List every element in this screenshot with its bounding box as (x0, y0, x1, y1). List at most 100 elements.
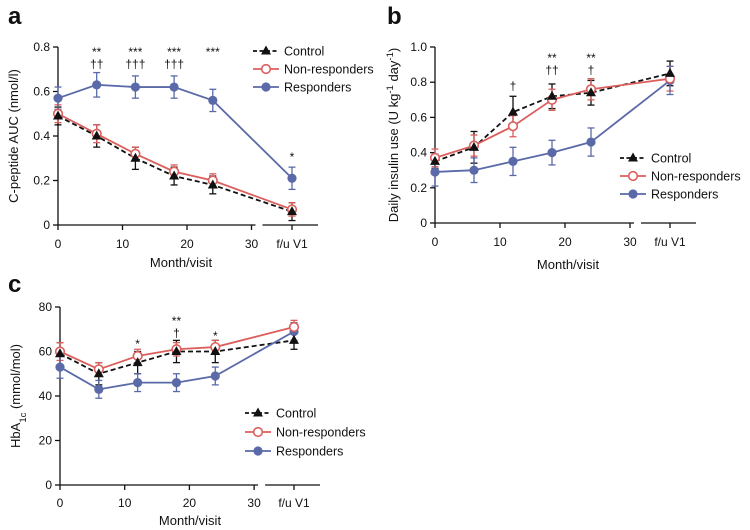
a-control-line (57, 115, 293, 213)
c-y-tick-label: 20 (39, 434, 53, 448)
a-control-point (53, 110, 63, 120)
b-y-axis-label: Daily insulin use (U kg-1 day-1) (385, 48, 402, 222)
c-legend-item-control: Control (245, 407, 316, 421)
c-legend-item-responders: Responders (245, 445, 343, 459)
b-legend: Control Non-responders Responders (620, 152, 741, 202)
b-y-axis-label-part: day (386, 60, 401, 85)
c-control-point (93, 368, 104, 378)
b-control-point (547, 90, 557, 100)
b-responders-point (469, 165, 479, 175)
panel-letter-a: a (8, 3, 22, 30)
b-x-tick-label: 20 (558, 235, 572, 249)
legend-label: Control (284, 45, 324, 59)
c-control-point (210, 346, 221, 355)
c-legend-item-non-responders: Non-responders (245, 426, 366, 440)
a-y-axis-label: C-peptide AUC (nmol/l) (6, 69, 21, 203)
a-significance-mark: ††† (125, 57, 145, 71)
c-y-axis-label-part: HbA (8, 422, 23, 448)
b-significance-mark: †† (545, 63, 558, 77)
c-responders-point (55, 362, 65, 372)
b-responders-point (430, 167, 440, 177)
a-x-tick-label: f/u V1 (276, 237, 308, 251)
a-x-tick-label: 30 (245, 237, 259, 251)
c-y-axis-label-part: 1c (18, 412, 29, 422)
legend-label: Responders (276, 445, 343, 459)
c-x-axis-label: Month/visit (159, 513, 222, 528)
b-y-tick-label: 0.2 (410, 181, 427, 195)
c-control-point (132, 357, 143, 367)
b-significance-mark: † (510, 79, 517, 93)
b-y-axis-label-part: -1 (385, 52, 396, 60)
a-responders-point (130, 82, 140, 92)
c-responders-point (94, 384, 104, 394)
panel-letter-c: c (8, 271, 21, 298)
a-significance-mark: * (290, 150, 295, 164)
a-y-tick-label: 0.6 (33, 85, 50, 99)
b-legend-item-control: Control (620, 152, 691, 166)
b-x-tick-label: 10 (493, 235, 507, 249)
a-responders-point (53, 93, 63, 103)
b-non-responders-line (434, 77, 671, 159)
b-y-tick-label: 0.4 (410, 146, 427, 160)
c-y-axis-label: HbA1c (mmol/mol) (8, 344, 29, 448)
a-y-tick-label: 0.8 (33, 40, 50, 54)
c-y-tick-label: 0 (45, 478, 52, 492)
b-responders-point (547, 148, 557, 158)
b-responders-line (434, 79, 671, 173)
a-legend-item-control: Control (253, 45, 324, 59)
b-control-line (434, 72, 671, 163)
a-responders-point (208, 95, 218, 105)
b-responders-point (508, 156, 518, 166)
c-significance-mark: * (135, 337, 140, 351)
c-x-tick-label: 0 (57, 496, 64, 510)
c-non-responders-point (288, 321, 300, 333)
a-y-tick-label: 0 (43, 218, 50, 232)
a-legend-item-responders: Responders (253, 81, 351, 95)
a-x-tick-label: 10 (116, 237, 130, 251)
a-x-tick-label: 20 (180, 237, 194, 251)
b-control-point (586, 87, 596, 97)
a-control-point (91, 130, 102, 140)
b-legend-item-non-responders: Non-responders (620, 170, 741, 184)
panel-b: b 0 0.2 0.4 0.6 0.8 1.0 0 10 20 30 f/u V1 Month/visi… (385, 3, 741, 272)
a-significance-mark: *** (167, 45, 181, 59)
c-y-tick-label: 80 (39, 300, 53, 314)
panel-a: a 0 0.2 0.4 0.6 0.8 0 10 20 30 f/u V1 Month/visit C-… (6, 3, 374, 270)
a-legend-item-non-responders: Non-responders (253, 63, 374, 77)
b-y-axis-label-part: -1 (385, 85, 396, 93)
c-significance-mark: † (173, 326, 180, 340)
c-responders-point (210, 371, 220, 381)
legend-marker (627, 170, 639, 182)
c-x-tick-label: 30 (247, 496, 261, 510)
c-y-tick-label: 40 (39, 389, 53, 403)
a-significance-mark: *** (206, 45, 220, 59)
b-x-tick-label: 0 (432, 235, 439, 249)
legend-marker (261, 45, 271, 55)
legend-marker (252, 426, 264, 438)
b-y-tick-label: 0.8 (410, 75, 427, 89)
legend-marker (260, 63, 272, 75)
c-significance-mark: * (213, 329, 218, 343)
legend-marker (253, 407, 263, 417)
panel-c: c 0 20 40 60 80 0 10 20 30 f/u V1 Month/visit HbA1c … (8, 271, 366, 528)
b-significance-mark: ** (547, 51, 557, 65)
legend-label: Non-responders (651, 170, 741, 184)
a-non-responders-line (57, 112, 293, 211)
c-significance-mark: ** (172, 314, 182, 328)
b-y-tick-label: 0.6 (410, 110, 427, 124)
b-y-axis-label-part: ) (386, 48, 401, 52)
c-y-tick-label: 60 (39, 345, 53, 359)
a-significance-mark: ††† (164, 57, 184, 71)
c-x-tick-label: 20 (183, 496, 197, 510)
legend-marker (253, 446, 263, 456)
a-x-tick-label: 0 (55, 237, 62, 251)
a-significance-mark: ** (92, 45, 102, 59)
a-significance-mark: *** (128, 45, 142, 59)
a-legend: Control Non-responders Responders (253, 45, 374, 95)
c-control-point (289, 334, 299, 344)
b-x-axis-label: Month/visit (537, 257, 600, 272)
legend-marker (628, 152, 638, 162)
a-significance-mark: †† (90, 57, 103, 71)
a-responders-point (169, 82, 179, 92)
